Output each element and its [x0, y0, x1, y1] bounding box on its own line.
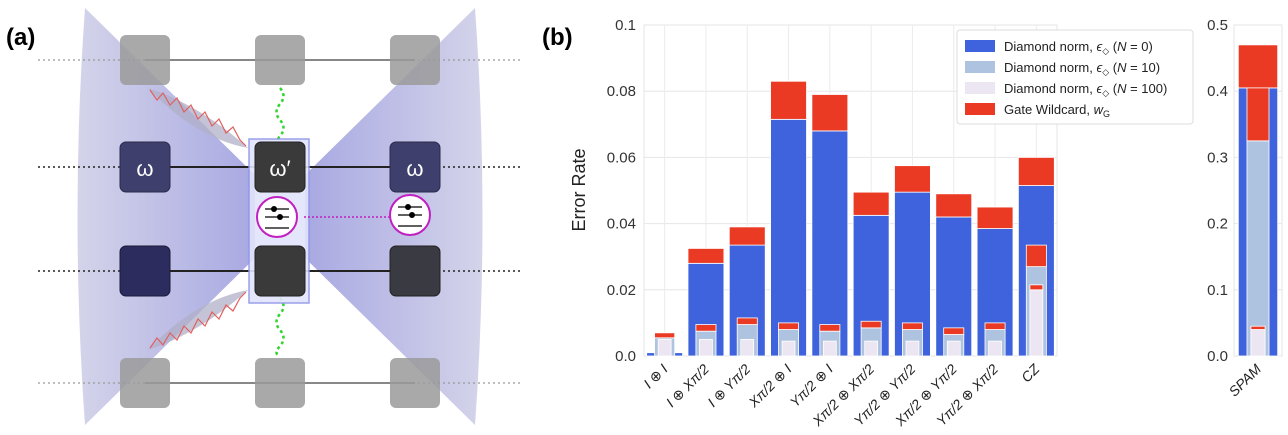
qubit-box-right-lower [389, 245, 441, 297]
bar-wildcard-N0 [894, 165, 931, 193]
spectator-box [120, 35, 170, 85]
x-tick-label: I ⊕ I [640, 361, 671, 392]
x-tick-label: SPAM [1225, 361, 1264, 400]
bar-wildcard-N10 [943, 327, 965, 335]
bar-diamond-N10 [1246, 140, 1270, 357]
energy-level-icon [256, 196, 298, 238]
bar-wildcard-N0 [852, 191, 890, 216]
spectator-box [390, 358, 440, 408]
legend-box [956, 29, 1194, 125]
spectator-box [255, 35, 305, 85]
bar-wildcard-N0 [1017, 156, 1055, 186]
bar-diamond-N100 [657, 339, 672, 357]
y-tick-label: 0.0 [615, 348, 636, 365]
y-tick-label: 0.06 [607, 149, 636, 166]
bar-wildcard-N10 [736, 317, 758, 325]
bar-wildcard-N10 [654, 332, 676, 339]
bar-diamond-N100 [864, 340, 879, 357]
legend-entry: Gate Wildcard, wG [1004, 102, 1110, 119]
spectator-box [255, 358, 305, 408]
bar-wildcard-N100 [1029, 284, 1044, 291]
y-tick-label: 0.0 [1207, 348, 1228, 365]
y-tick-label: 0.2 [1207, 216, 1228, 233]
bar-diamond-N100 [988, 340, 1002, 357]
bar-diamond-N100 [699, 339, 713, 357]
bar-wildcard-N10 [695, 324, 717, 332]
y-tick-label: 0.08 [607, 83, 636, 100]
legend-entry: Diamond norm, ϵ◇ (N = 100) [1004, 81, 1167, 98]
spectator-box [390, 35, 440, 85]
legend-swatch [965, 82, 995, 94]
legend-entry: Diamond norm, ϵ◇ (N = 10) [1004, 60, 1160, 77]
legend-swatch [965, 40, 995, 52]
legend-swatch [965, 103, 995, 115]
schematic-svg: (a) ω ω′ ω [6, 8, 520, 425]
y-tick-label: 0.02 [607, 282, 636, 299]
x-tick-label: I ⊕ Yπ/2 [704, 361, 753, 410]
bar-wildcard-N0 [770, 80, 807, 120]
bar-diamond-N100 [822, 340, 837, 357]
bar-wildcard-N0 [811, 94, 849, 132]
box-label-right: ω [406, 156, 423, 181]
error-rate-chart: (b) 0.0 0.02 0.04 0.06 0.08 0.1 I ⊕ II ⊕ Xπ/2I… [542, 17, 1283, 430]
x-tick-label: CZ [1018, 360, 1043, 385]
left-laser-beam [77, 8, 255, 425]
coupling-wave-bottom [275, 297, 285, 358]
bar-wildcard-N0 [976, 206, 1014, 229]
legend-entry: Diamond norm, ϵ◇ (N = 0) [1004, 39, 1153, 56]
box-label-center: ω′ [269, 156, 290, 181]
schematic-panel: (a) ω ω′ ω [0, 0, 540, 430]
qubit-box-center-upper [254, 141, 306, 193]
bar-wildcard-N100 [1250, 325, 1266, 330]
y-axis-label: Error Rate [569, 148, 589, 231]
qubit-box-center-lower [254, 245, 306, 297]
qubit-box-right-upper [389, 141, 441, 193]
bar-wildcard-N0 [687, 248, 725, 264]
bar-diamond-N100 [781, 340, 796, 357]
bar-diamond-N0 [770, 118, 807, 357]
bar-wildcard-N10 [901, 322, 923, 330]
bar-wildcard-N10 [778, 322, 800, 330]
legend-swatch [965, 61, 995, 73]
x-tick-label: I ⊕ Xπ/2 [663, 361, 713, 411]
qubit-box-left-lower [119, 245, 171, 297]
x-tick-label: Xπ/2 ⊕ I [745, 361, 795, 411]
bar-wildcard-N10 [1246, 87, 1270, 142]
bar-wildcard-N0 [728, 226, 766, 246]
qubit-box-left-upper [119, 141, 171, 193]
y-tick-label: 0.4 [1207, 83, 1228, 100]
panel-b-label: (b) [542, 24, 573, 51]
bar-diamond-N0 [811, 130, 849, 357]
bar-wildcard-N10 [984, 322, 1006, 330]
panel-a-label: (a) [6, 24, 35, 51]
y-tick-label: 0.1 [1207, 282, 1228, 299]
energy-level-icon [389, 194, 431, 236]
bar-wildcard-N10 [860, 320, 882, 329]
bar-diamond-N100 [905, 340, 920, 357]
bar-wildcard-N10 [819, 324, 841, 332]
spectator-box [120, 358, 170, 408]
bar-diamond-N100 [1250, 329, 1266, 357]
y-tick-label: 0.1 [615, 17, 636, 34]
y-tick-label: 0.04 [607, 216, 636, 233]
bar-diamond-N100 [1029, 289, 1044, 357]
bar-diamond-N100 [946, 340, 961, 357]
y-tick-label: 0.3 [1207, 149, 1228, 166]
pulse-upper-icon [148, 88, 248, 148]
pulse-lower-icon [148, 290, 248, 350]
bar-wildcard-N0 [1237, 44, 1279, 89]
bar-wildcard-N0 [935, 193, 973, 218]
y-tick-label: 0.5 [1207, 17, 1228, 34]
bar-diamond-N100 [740, 339, 755, 357]
bar-wildcard-N10 [1025, 244, 1047, 268]
box-label-left: ω [136, 156, 153, 181]
